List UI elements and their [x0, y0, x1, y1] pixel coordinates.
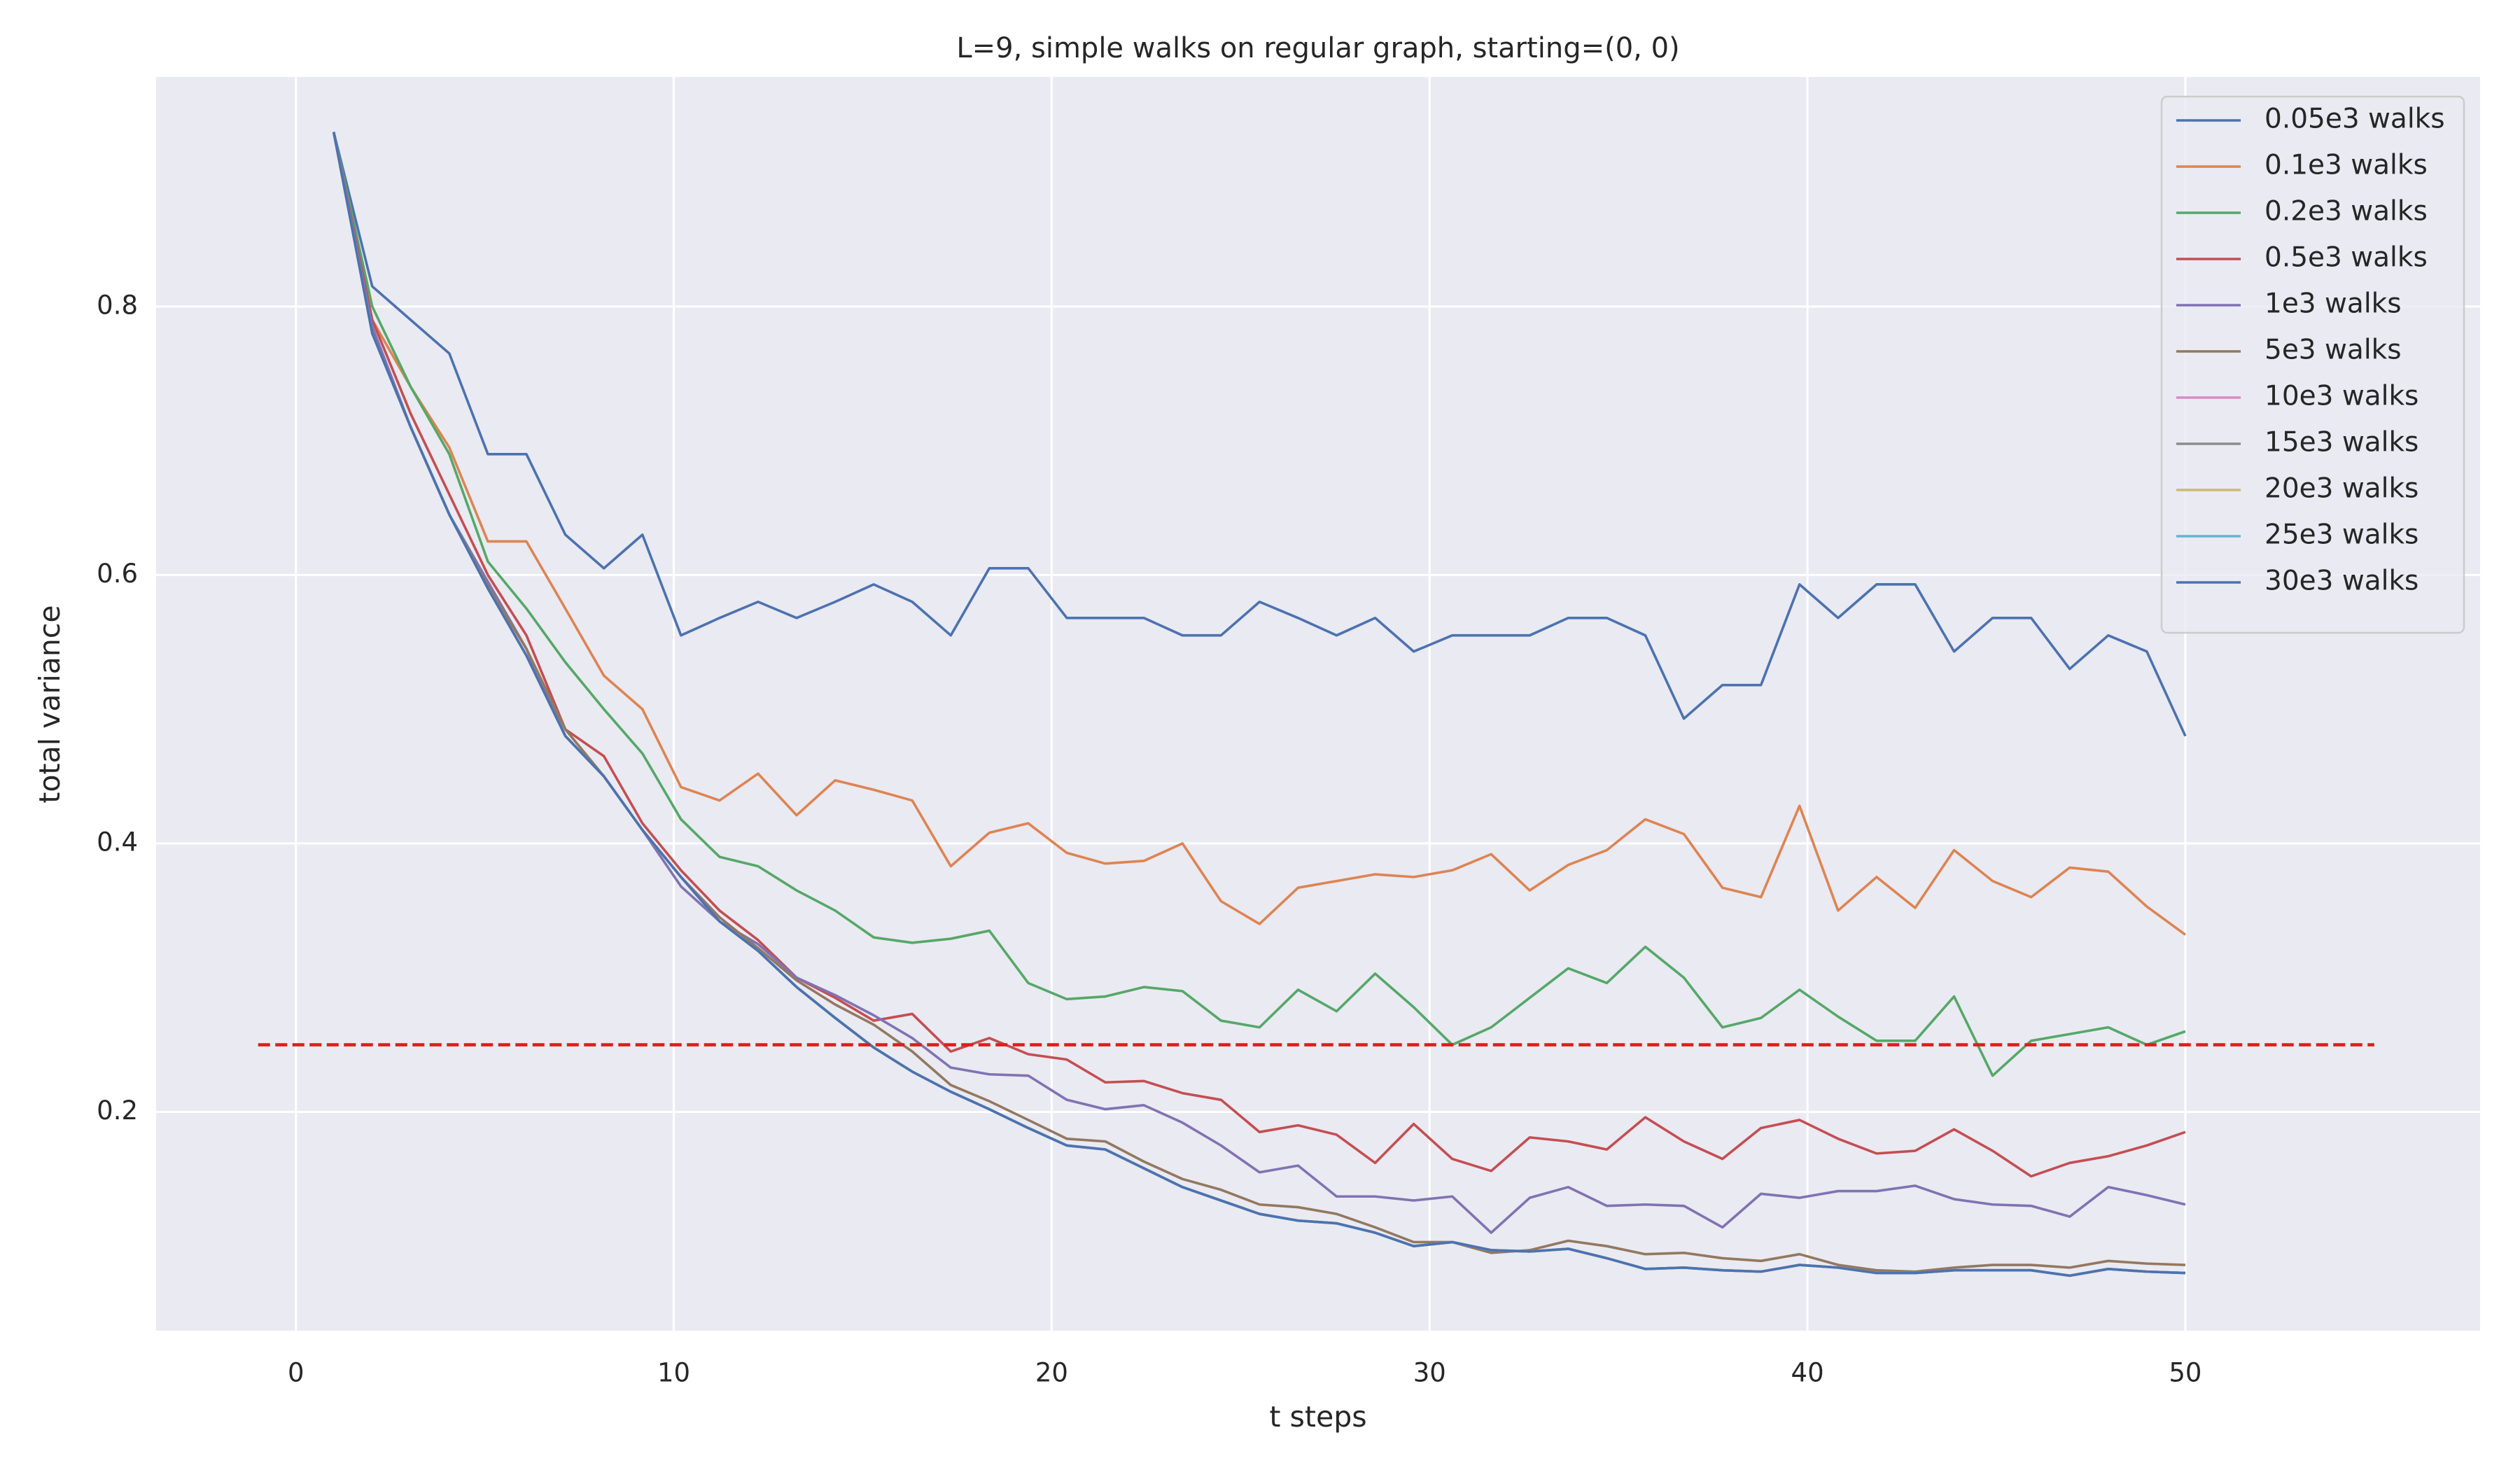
plot-area — [156, 77, 2480, 1331]
series-line — [332, 132, 2186, 1077]
x-tick-label: 10 — [657, 1358, 690, 1388]
x-tick-label: 20 — [1035, 1358, 1068, 1388]
series-line — [332, 132, 2186, 1178]
chart-title: L=9, simple walks on regular graph, star… — [956, 32, 1679, 64]
legend-label: 10e3 walks — [2264, 381, 2418, 412]
series-line — [332, 132, 2187, 737]
series-line — [332, 132, 2185, 1278]
legend-box — [2160, 95, 2465, 634]
x-tick-label: 30 — [1413, 1358, 1446, 1388]
series-line — [332, 132, 2186, 936]
legend: 0.05e3 walks 0.1e3 walks 0.2e3 walks 0.5e3 … — [2160, 95, 2465, 634]
legend-label: 0.5e3 walks — [2264, 242, 2428, 274]
legend-label: 5e3 walks — [2264, 335, 2402, 366]
legend-label: 0.2e3 walks — [2264, 196, 2428, 227]
x-tick-label: 0 — [288, 1358, 304, 1388]
legend-label: 30e3 walks — [2264, 566, 2418, 597]
legend-label: 20e3 walks — [2264, 473, 2418, 505]
legend-label: 0.05e3 walks — [2264, 104, 2445, 135]
y-tick-label: 0.8 — [97, 290, 138, 320]
x-tick-label: 40 — [1791, 1358, 1824, 1388]
y-axis-label: total variance — [33, 605, 66, 803]
legend-label: 25e3 walks — [2264, 519, 2418, 551]
x-tick-label: 50 — [2169, 1358, 2202, 1388]
x-axis-label: t steps — [1269, 1400, 1366, 1434]
legend-label: 15e3 walks — [2264, 427, 2418, 458]
legend-label: 0.1e3 walks — [2264, 150, 2428, 181]
y-tick-label: 0.2 — [97, 1096, 138, 1126]
y-tick-label: 0.4 — [97, 827, 138, 857]
y-tick-label: 0.6 — [97, 559, 138, 589]
legend-label: 1e3 walks — [2264, 288, 2402, 320]
